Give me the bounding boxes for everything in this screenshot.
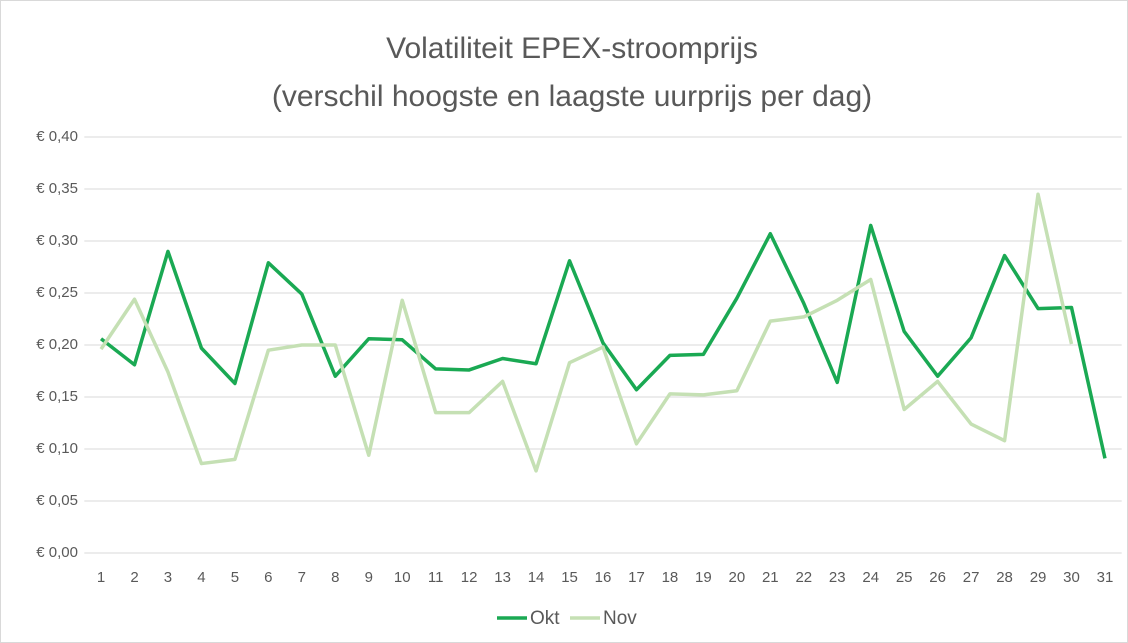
y-tick-label: € 0,00 — [36, 544, 78, 561]
x-tick-label: 7 — [298, 569, 306, 586]
x-tick-label: 20 — [729, 569, 746, 586]
x-tick-label: 1 — [97, 569, 105, 586]
data-line — [99, 192, 1074, 473]
x-tick-label: 19 — [695, 569, 712, 586]
legend-label: Nov — [603, 608, 637, 629]
chart-title: (verschil hoogste en laagste uurprijs pe… — [272, 80, 872, 113]
x-tick-label: 9 — [365, 569, 373, 586]
data-line — [99, 223, 1107, 459]
x-tick-label: 27 — [963, 569, 980, 586]
x-tick-label: 14 — [528, 569, 545, 586]
x-tick-label: 12 — [461, 569, 478, 586]
x-tick-label: 6 — [264, 569, 272, 586]
x-tick-label: 21 — [762, 569, 779, 586]
x-tick-label: 22 — [795, 569, 812, 586]
x-tick-label: 31 — [1097, 569, 1114, 586]
x-tick-label: 5 — [231, 569, 239, 586]
legend-label: Okt — [530, 608, 560, 629]
y-tick-label: € 0,30 — [36, 232, 78, 249]
x-tick-label: 16 — [595, 569, 612, 586]
x-tick-label: 10 — [394, 569, 411, 586]
y-tick-label: € 0,25 — [36, 284, 78, 301]
y-tick-label: € 0,05 — [36, 492, 78, 509]
y-tick-label: € 0,35 — [36, 180, 78, 197]
x-tick-label: 8 — [331, 569, 339, 586]
x-tick-label: 11 — [428, 569, 444, 586]
x-tick-label: 29 — [1030, 569, 1047, 586]
y-tick-label: € 0,15 — [36, 388, 78, 405]
x-tick-label: 3 — [164, 569, 172, 586]
x-tick-label: 28 — [996, 569, 1013, 586]
x-tick-label: 18 — [662, 569, 679, 586]
x-tick-label: 4 — [197, 569, 205, 586]
x-tick-label: 15 — [561, 569, 578, 586]
chart-title: Volatiliteit EPEX-stroomprijs — [386, 32, 758, 65]
y-tick-label: € 0,20 — [36, 336, 78, 353]
x-tick-label: 13 — [494, 569, 511, 586]
x-tick-label: 26 — [929, 569, 946, 586]
x-tick-label: 30 — [1063, 569, 1080, 586]
x-tick-label: 23 — [829, 569, 846, 586]
x-tick-label: 25 — [896, 569, 913, 586]
y-tick-label: € 0,40 — [36, 128, 78, 145]
x-tick-label: 24 — [862, 569, 879, 586]
x-tick-label: 17 — [628, 569, 645, 586]
y-tick-label: € 0,10 — [36, 440, 78, 457]
x-tick-label: 2 — [130, 569, 138, 586]
